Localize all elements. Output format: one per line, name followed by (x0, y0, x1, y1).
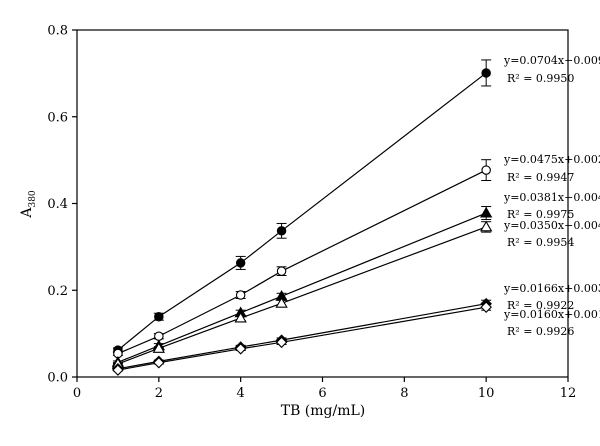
series-line (117, 169, 487, 355)
data-point (235, 290, 246, 300)
data-point (154, 331, 164, 341)
series-line (117, 306, 487, 371)
equation-label: y=0.0475x+0.002 (503, 153, 600, 166)
x-tick-label: 10 (478, 386, 495, 401)
x-tick-label: 6 (318, 386, 326, 401)
data-point (480, 206, 493, 218)
x-tick-label: 4 (237, 386, 245, 401)
data-point (481, 68, 491, 78)
series-3 (111, 206, 493, 367)
y-axis-label-base: A (19, 207, 35, 219)
data-point (275, 336, 288, 349)
y-tick-label: 0.0 (47, 371, 68, 386)
r2-label: R² = 0.9975 (507, 208, 574, 221)
equation-label: y=0.0350x−0.004 (503, 219, 600, 232)
data-point (152, 342, 165, 353)
data-point (276, 226, 287, 236)
x-axis-label: TB (mg/mL) (281, 403, 366, 419)
equation-label: y=0.0160x+0.001 (503, 308, 600, 321)
series-line (117, 303, 487, 370)
data-point (480, 220, 493, 232)
data-point (480, 301, 492, 313)
series-line (117, 72, 487, 351)
equation-label: y=0.0166x+0.003 (503, 282, 600, 295)
r2-label: R² = 0.9922 (507, 299, 574, 312)
r2-label: R² = 0.9926 (507, 325, 574, 338)
r2-label: R² = 0.9954 (507, 236, 574, 249)
data-point (234, 311, 247, 323)
data-point (481, 165, 491, 175)
series-line (117, 212, 487, 363)
x-tick-label: 12 (560, 386, 577, 401)
series-4 (111, 220, 493, 369)
y-axis-label-sub: 380 (28, 190, 38, 207)
data-point (275, 296, 288, 308)
series-2 (112, 159, 492, 359)
equation-label: y=0.0381x−0.004 (503, 191, 600, 204)
data-point (234, 343, 247, 355)
x-tick-label: 0 (73, 386, 81, 401)
y-tick-label: 0.6 (47, 110, 68, 125)
data-point (153, 356, 165, 369)
y-axis-label: A380 (19, 190, 38, 219)
data-point (154, 311, 164, 322)
r2-label: R² = 0.9947 (507, 171, 574, 184)
series-line (117, 226, 487, 365)
data-point (235, 258, 246, 268)
equation-label: y=0.0704x−0.009 (503, 54, 600, 67)
data-point (112, 364, 124, 376)
series-1 (112, 59, 492, 355)
y-tick-label: 0.8 (47, 24, 68, 39)
axes: 0 2 4 6 8 10 12 0.0 0.2 0.4 0.6 0.8 (47, 24, 576, 402)
x-tick-label: 8 (400, 386, 408, 401)
y-tick-label: 0.4 (47, 197, 68, 212)
r2-label: R² = 0.9950 (507, 72, 574, 85)
x-tick-label: 2 (155, 386, 163, 401)
y-tick-label: 0.2 (47, 284, 68, 299)
data-point (276, 266, 287, 276)
series-6 (112, 301, 492, 376)
plot-frame (76, 29, 569, 378)
series-layer (111, 59, 493, 376)
equation-labels: y=0.0704x−0.009 R² = 0.9950 y=0.0475x+0.00… (503, 54, 600, 338)
